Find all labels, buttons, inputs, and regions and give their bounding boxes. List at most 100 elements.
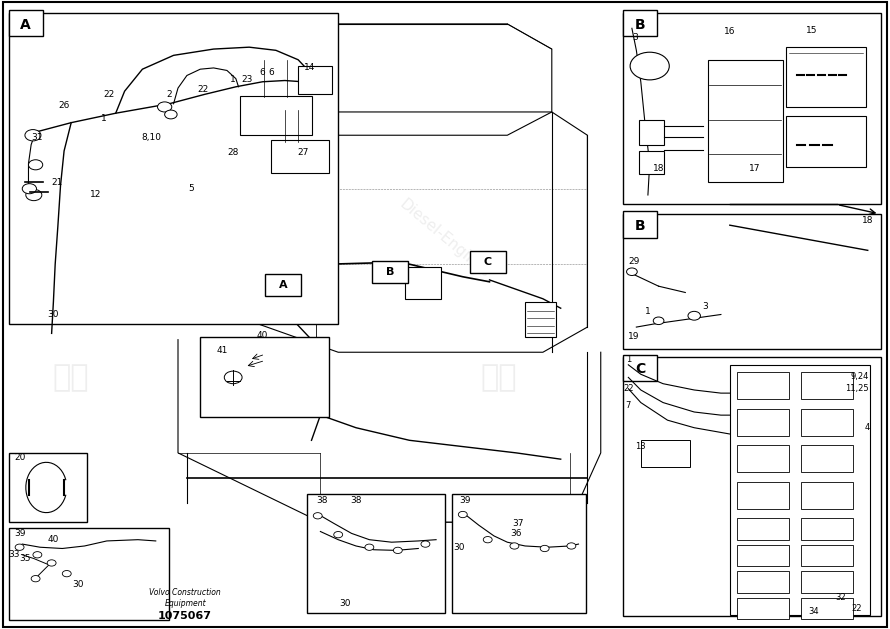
Text: 1: 1 — [626, 355, 631, 364]
Bar — [639, 120, 664, 145]
Bar — [801, 598, 853, 619]
Circle shape — [224, 371, 242, 384]
Bar — [271, 140, 329, 173]
Bar — [737, 598, 789, 619]
Text: Diesel-Engines: Diesel-Engines — [68, 197, 164, 281]
Circle shape — [567, 543, 576, 549]
Text: 助力: 助力 — [53, 363, 90, 392]
Circle shape — [47, 560, 56, 566]
Circle shape — [26, 189, 42, 201]
Circle shape — [630, 52, 669, 80]
Text: 1075067: 1075067 — [158, 611, 212, 621]
Text: A: A — [20, 18, 31, 31]
Text: 40: 40 — [48, 535, 59, 544]
Text: 41: 41 — [217, 347, 228, 355]
Text: 助力: 助力 — [480, 363, 517, 392]
Text: 39: 39 — [459, 496, 470, 505]
Circle shape — [458, 511, 467, 518]
Circle shape — [334, 532, 343, 538]
Bar — [9, 453, 87, 522]
Text: 3: 3 — [702, 303, 708, 311]
Text: Diesel-Engines: Diesel-Engines — [397, 197, 493, 281]
Text: 38: 38 — [317, 496, 328, 504]
Bar — [372, 261, 408, 283]
Text: 35: 35 — [20, 554, 30, 563]
Circle shape — [15, 544, 24, 550]
Text: 14: 14 — [304, 64, 315, 72]
Text: 5: 5 — [189, 184, 194, 193]
Bar — [525, 302, 556, 337]
Text: 6: 6 — [260, 69, 265, 77]
Bar — [801, 518, 853, 540]
Bar — [801, 372, 853, 399]
Circle shape — [158, 102, 172, 112]
Text: Equipment: Equipment — [165, 599, 206, 608]
Text: 12: 12 — [91, 191, 101, 199]
Text: 38: 38 — [351, 496, 361, 504]
Text: B: B — [635, 18, 645, 31]
Text: 3: 3 — [633, 33, 638, 42]
Text: 30: 30 — [48, 310, 59, 319]
Text: 34: 34 — [808, 607, 819, 616]
Circle shape — [313, 513, 322, 519]
Text: 29: 29 — [628, 257, 639, 265]
Circle shape — [22, 184, 36, 194]
Bar — [265, 274, 301, 296]
Circle shape — [627, 268, 637, 276]
Text: 18: 18 — [653, 164, 664, 173]
Bar — [307, 494, 445, 613]
Text: 23: 23 — [242, 75, 253, 84]
Circle shape — [393, 547, 402, 554]
Circle shape — [421, 541, 430, 547]
Circle shape — [25, 130, 41, 141]
Text: 7: 7 — [626, 401, 631, 410]
Text: 22: 22 — [851, 604, 862, 613]
Circle shape — [31, 576, 40, 582]
Bar — [623, 10, 657, 36]
Bar — [9, 528, 169, 620]
Bar — [730, 365, 870, 615]
Bar — [9, 13, 338, 324]
Text: 4: 4 — [864, 423, 870, 432]
Bar — [708, 60, 783, 182]
Bar — [405, 267, 441, 299]
Text: 17: 17 — [749, 164, 760, 173]
Text: 20: 20 — [14, 454, 26, 462]
Bar — [737, 571, 789, 593]
Text: A: A — [279, 280, 287, 290]
Text: 16: 16 — [724, 27, 735, 36]
Bar — [623, 13, 881, 204]
Text: 28: 28 — [228, 148, 239, 157]
Bar — [623, 355, 657, 381]
Circle shape — [28, 160, 43, 170]
Circle shape — [165, 110, 177, 119]
Bar — [786, 47, 866, 107]
Bar — [801, 482, 853, 509]
Text: 8,10: 8,10 — [142, 133, 161, 142]
Text: 11,25: 11,25 — [846, 384, 869, 393]
Text: 26: 26 — [59, 101, 69, 109]
Text: Volvo Construction: Volvo Construction — [150, 588, 221, 597]
Text: 13: 13 — [635, 442, 646, 451]
Text: 40: 40 — [257, 331, 268, 340]
Bar — [641, 440, 690, 467]
Text: 15: 15 — [806, 26, 817, 35]
Bar — [786, 116, 866, 167]
Text: 37: 37 — [513, 519, 523, 528]
Text: 22: 22 — [623, 384, 634, 393]
Bar — [737, 545, 789, 566]
Text: 1: 1 — [645, 308, 651, 316]
Text: 21: 21 — [52, 178, 62, 187]
Bar — [737, 518, 789, 540]
Bar — [639, 151, 664, 174]
Bar — [801, 445, 853, 472]
Text: 32: 32 — [835, 593, 846, 602]
Bar — [200, 337, 329, 417]
Text: 2: 2 — [166, 90, 172, 99]
Text: 36: 36 — [511, 529, 522, 538]
Text: B: B — [635, 219, 645, 233]
Bar — [623, 214, 881, 349]
Bar — [801, 545, 853, 566]
Circle shape — [540, 545, 549, 552]
Text: 1: 1 — [101, 114, 107, 123]
